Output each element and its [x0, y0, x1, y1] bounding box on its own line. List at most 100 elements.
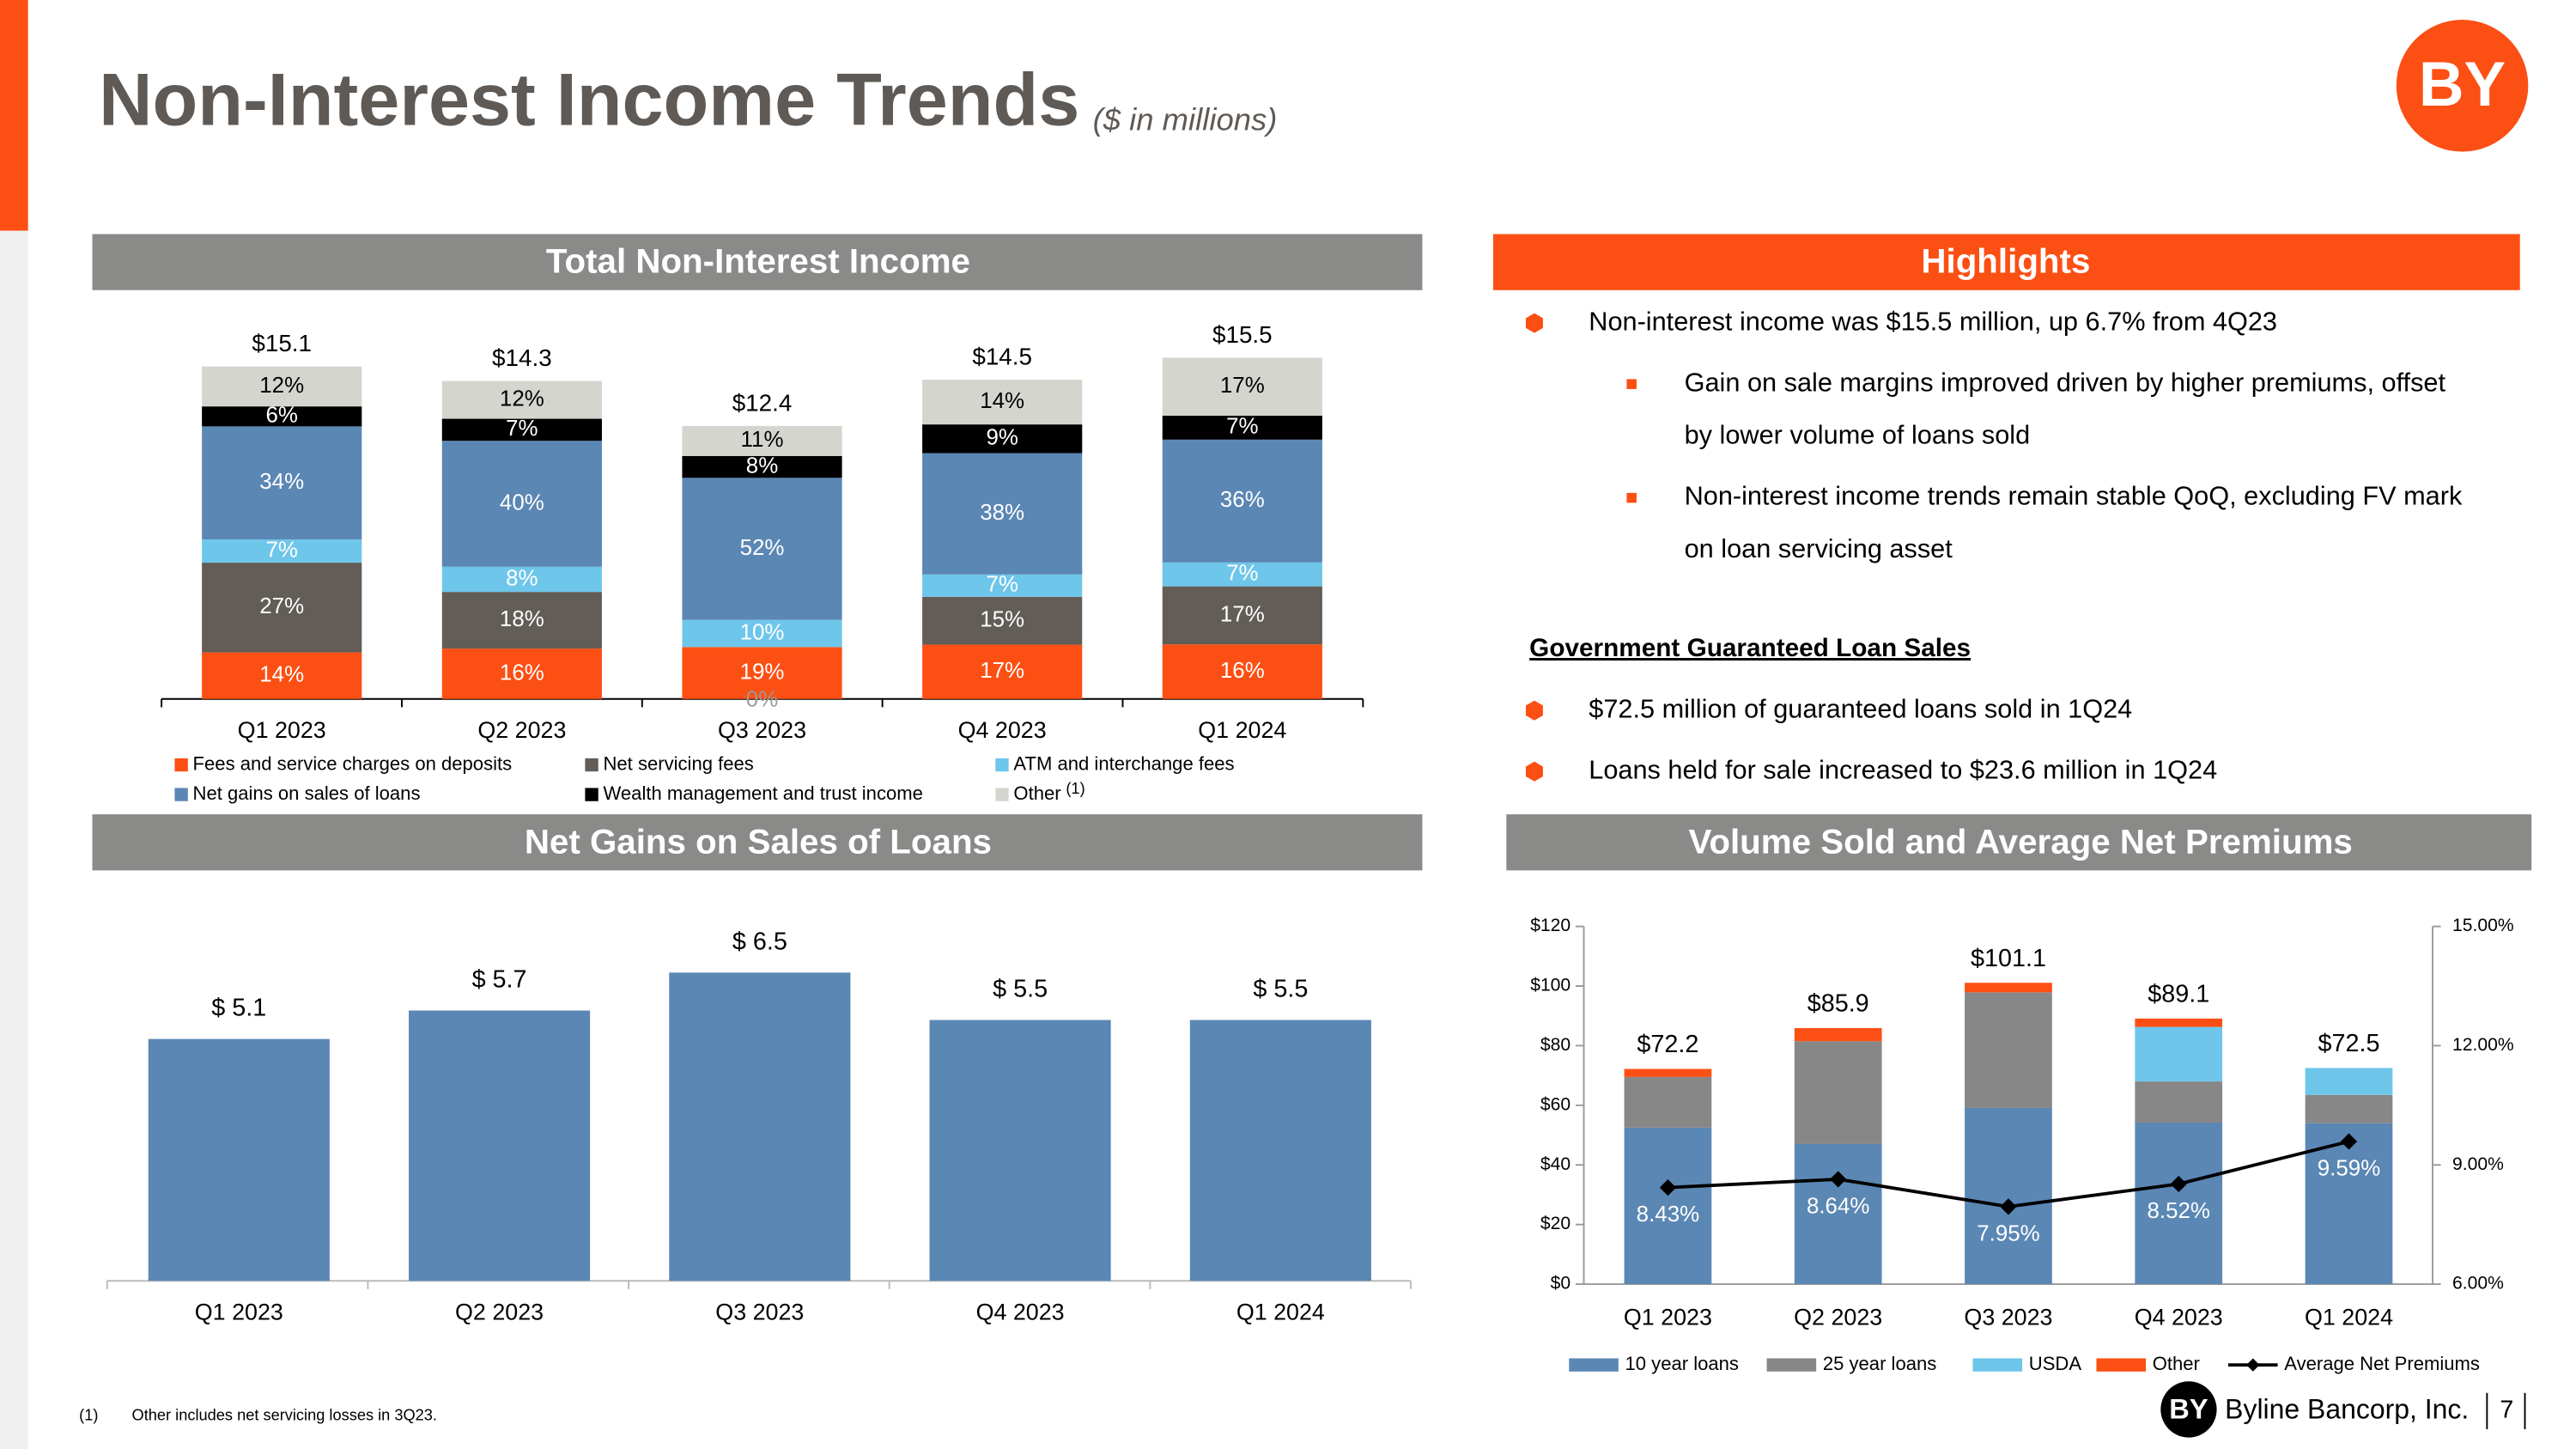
- bar-segment: [922, 424, 1083, 454]
- y-tick-label: $100: [1530, 976, 1571, 995]
- data-label: 8.43%: [1637, 1202, 1699, 1227]
- highlight-text: Non-interest income was $15.5 million, u…: [1589, 306, 2277, 336]
- data-label: 9%: [986, 426, 1018, 450]
- data-label: $ 5.5: [1253, 976, 1308, 1003]
- x-tick-label: Q1 2024: [1198, 717, 1286, 743]
- side-strip: [0, 230, 28, 1449]
- sub-bullet: [1626, 379, 1637, 389]
- data-label: 7%: [1226, 562, 1258, 586]
- data-label: $ 6.5: [732, 928, 787, 955]
- bar-segment: [2135, 1081, 2223, 1123]
- bar-segment: [202, 563, 362, 653]
- section-header: [92, 814, 1423, 871]
- bar-segment: [2135, 1122, 2223, 1285]
- data-label: 40%: [500, 490, 544, 514]
- bar-segment: [441, 592, 602, 649]
- data-label: 9.59%: [2318, 1156, 2380, 1180]
- y-tick-label: $60: [1540, 1094, 1571, 1114]
- bar-segment: [202, 406, 362, 427]
- highlight-subtext: Gain on sale margins improved driven by …: [1685, 367, 2446, 397]
- data-label: 27%: [259, 594, 304, 618]
- bar-segment: [682, 425, 842, 456]
- bar-segment: [441, 566, 602, 593]
- bar-segment: [1162, 439, 1322, 563]
- bar-segment: [1624, 1127, 1712, 1285]
- y-tick-label: $80: [1540, 1035, 1571, 1055]
- data-label: 16%: [500, 661, 544, 685]
- total-label: $15.1: [252, 330, 312, 356]
- bar-segment: [1624, 1068, 1712, 1077]
- data-label: 8%: [506, 566, 538, 590]
- legend-label: 10 year loans: [1625, 1353, 1739, 1374]
- x-tick-label: Q3 2023: [718, 717, 806, 743]
- total-label: $72.5: [2318, 1030, 2380, 1057]
- bar-segment: [1965, 983, 2052, 993]
- data-label: 17%: [1220, 374, 1265, 398]
- data-label: 7%: [265, 538, 297, 562]
- x-tick-label: Q1 2023: [238, 717, 326, 743]
- total-label: $101.1: [1971, 945, 2046, 972]
- data-label: 34%: [259, 470, 304, 494]
- legend-swatch: [174, 758, 188, 772]
- data-label: 7%: [986, 573, 1018, 597]
- sub-bullet: [1626, 492, 1637, 503]
- legend-footnote: (1): [1066, 779, 1084, 797]
- bar-segment: [441, 381, 602, 419]
- bar-segment: [1624, 1076, 1712, 1128]
- highlight-text: Loans held for sale increased to $23.6 m…: [1589, 754, 2217, 784]
- bar-segment: [202, 652, 362, 699]
- data-label: 19%: [740, 660, 785, 684]
- data-label: 8%: [746, 454, 778, 478]
- bar-segment: [2135, 1018, 2223, 1027]
- bar-segment: [682, 619, 842, 648]
- x-tick-label: Q2 2023: [1794, 1304, 1882, 1330]
- bar-segment: [1794, 1041, 1882, 1144]
- data-label: 16%: [1220, 659, 1265, 683]
- y-tick-label: $120: [1530, 916, 1571, 935]
- total-label: $89.1: [2148, 981, 2209, 1008]
- total-label: $72.2: [1637, 1031, 1698, 1058]
- footnote-marker: (1): [79, 1405, 98, 1423]
- data-label: 36%: [1220, 488, 1265, 512]
- x-tick-label: Q1 2023: [1624, 1304, 1712, 1330]
- y2-tick-label: 12.00%: [2452, 1035, 2514, 1055]
- legend-swatch: [174, 788, 188, 801]
- legend-label: Wealth management and trust income: [603, 782, 922, 804]
- legend-label: Net servicing fees: [603, 752, 753, 774]
- bar-segment: [682, 647, 842, 699]
- x-tick-label: Q4 2023: [2135, 1304, 2223, 1330]
- bar-segment: [202, 366, 362, 407]
- total-label: $14.3: [492, 344, 552, 371]
- bar-segment: [922, 574, 1083, 597]
- legend-swatch: [585, 788, 598, 801]
- subheading: Government Guaranteed Loan Sales: [1529, 634, 1971, 662]
- bar-segment: [2305, 1094, 2393, 1123]
- bar-segment: [922, 380, 1083, 425]
- bullet: [1525, 313, 1543, 333]
- logo: [2396, 20, 2529, 152]
- bar-segment: [1162, 416, 1322, 440]
- accent-bar: [0, 0, 28, 231]
- highlight-text: $72.5 million of guaranteed loans sold i…: [1589, 693, 2132, 723]
- bar-segment: [441, 441, 602, 567]
- bar-segment: [1965, 1107, 2052, 1285]
- data-label: 15%: [980, 608, 1024, 632]
- bar-segment: [202, 426, 362, 539]
- data-label: 8.52%: [2148, 1199, 2210, 1223]
- data-label: 6%: [265, 404, 297, 428]
- footer-logo-text: BY: [2169, 1392, 2208, 1424]
- total-label: $85.9: [1807, 990, 1869, 1018]
- data-label: 10%: [740, 620, 785, 644]
- bar-segment: [922, 644, 1083, 699]
- bar-segment: [682, 455, 842, 478]
- bar-segment: [1162, 562, 1322, 587]
- total-label: $12.4: [732, 389, 793, 416]
- y-tick-label: $40: [1540, 1154, 1571, 1174]
- footer-logo: [2160, 1381, 2217, 1438]
- legend-label: Other: [2153, 1353, 2200, 1374]
- legend-label: Net gains on sales of loans: [193, 782, 421, 804]
- data-label: 18%: [500, 607, 544, 631]
- x-tick-label: Q3 2023: [715, 1300, 804, 1325]
- bar-segment: [441, 418, 602, 441]
